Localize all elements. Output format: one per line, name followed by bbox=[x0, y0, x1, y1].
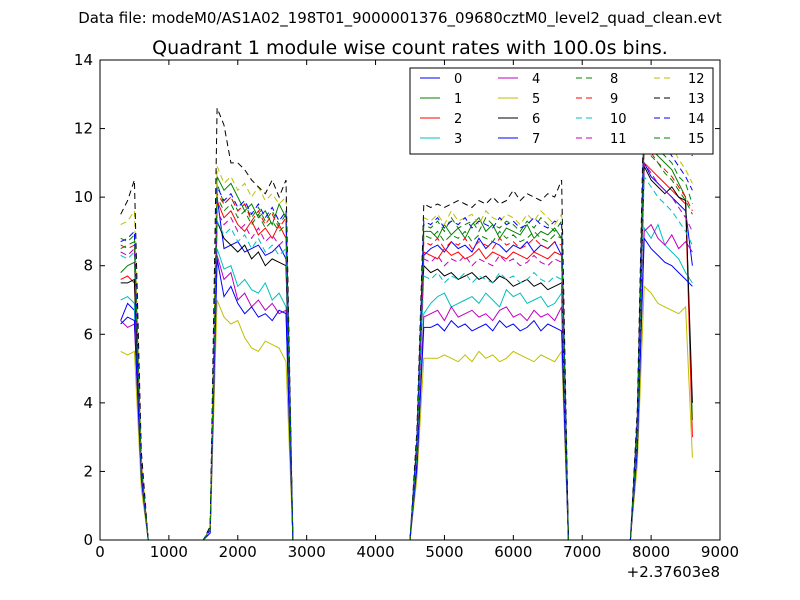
x-tick-label: 7000 bbox=[563, 543, 601, 561]
x-tick-label: 5000 bbox=[425, 543, 463, 561]
y-tick-label: 8 bbox=[83, 257, 93, 275]
x-tick-label: 2000 bbox=[219, 543, 257, 561]
series-line-8 bbox=[120, 128, 693, 541]
y-tick-label: 4 bbox=[83, 394, 93, 412]
legend-label-10: 10 bbox=[610, 112, 627, 127]
x-tick-label: 8000 bbox=[632, 543, 670, 561]
legend-label-15: 15 bbox=[688, 132, 705, 147]
chart-title: Quadrant 1 module wise count rates with … bbox=[152, 37, 668, 59]
x-tick-label: 9000 bbox=[701, 543, 739, 561]
legend-label-2: 2 bbox=[454, 112, 462, 127]
legend-label-13: 13 bbox=[688, 92, 705, 107]
legend-label-0: 0 bbox=[454, 72, 462, 87]
series-line-12 bbox=[120, 100, 693, 541]
legend-label-9: 9 bbox=[610, 92, 618, 107]
x-tick-label: 1000 bbox=[150, 543, 188, 561]
y-tick-label: 10 bbox=[74, 188, 93, 206]
y-tick-label: 6 bbox=[83, 325, 93, 343]
series-line-1 bbox=[120, 135, 693, 541]
legend-label-1: 1 bbox=[454, 92, 462, 107]
series-line-9 bbox=[120, 140, 693, 541]
legend-label-4: 4 bbox=[532, 72, 540, 87]
series-line-15 bbox=[120, 142, 693, 541]
series-line-3 bbox=[120, 223, 693, 541]
legend-label-7: 7 bbox=[532, 132, 540, 147]
chart-suptitle: Data file: modeM0/AS1A02_198T01_90000013… bbox=[78, 9, 722, 28]
y-tick-label: 0 bbox=[83, 531, 93, 549]
legend-label-5: 5 bbox=[532, 92, 540, 107]
y-tick-label: 2 bbox=[83, 462, 93, 480]
x-offset-label: +2.37603e8 bbox=[627, 563, 720, 581]
series-line-6 bbox=[120, 166, 693, 541]
legend-label-8: 8 bbox=[610, 72, 618, 87]
series-line-2 bbox=[120, 161, 693, 541]
plot-frame bbox=[99, 59, 721, 541]
legend-label-6: 6 bbox=[532, 112, 540, 127]
legend-label-11: 11 bbox=[610, 132, 627, 147]
series-line-0 bbox=[120, 162, 693, 541]
legend-label-14: 14 bbox=[688, 112, 705, 127]
series-line-4 bbox=[120, 223, 693, 541]
legend-box bbox=[409, 67, 714, 155]
legend-label-12: 12 bbox=[688, 72, 705, 87]
x-tick-label: 6000 bbox=[494, 543, 532, 561]
x-tick-label: 0 bbox=[95, 543, 105, 561]
x-tick-label: 4000 bbox=[356, 543, 394, 561]
x-tick-label: 3000 bbox=[288, 543, 326, 561]
series-line-7 bbox=[120, 236, 693, 541]
legend-label-3: 3 bbox=[454, 132, 462, 147]
plot-lines bbox=[120, 86, 693, 541]
x-axis: 0 1000 2000 3000 4000 5000 6000 7000 8000 9000 bbox=[95, 60, 739, 561]
series-line-5 bbox=[120, 285, 693, 541]
y-tick-label: 12 bbox=[74, 120, 93, 138]
series-line-14 bbox=[120, 114, 693, 541]
series-line-10 bbox=[120, 175, 693, 541]
series-line-11 bbox=[120, 161, 693, 541]
series-line-13 bbox=[120, 86, 693, 541]
y-tick-label: 14 bbox=[74, 51, 93, 69]
